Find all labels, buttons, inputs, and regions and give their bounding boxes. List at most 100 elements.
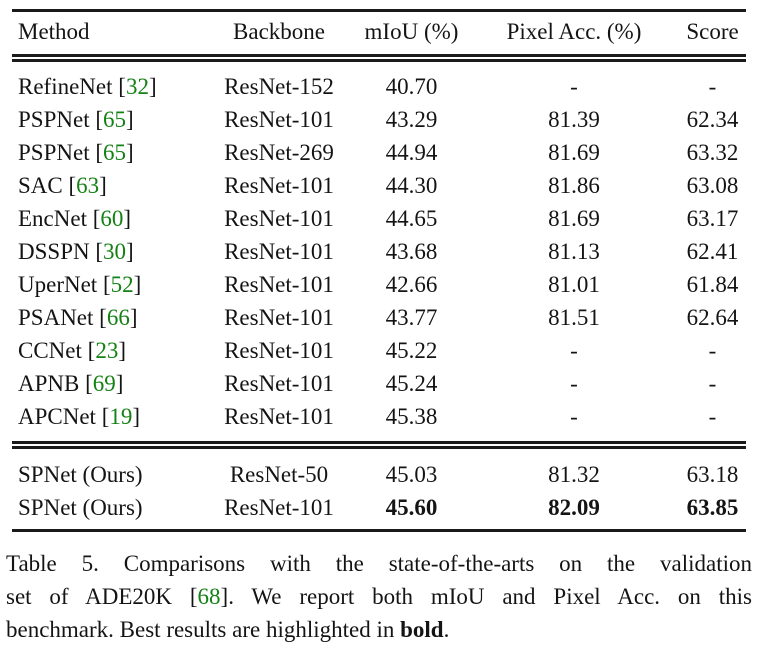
- pixel-acc-cell: 81.51: [548, 305, 600, 330]
- method-name: CCNet: [18, 338, 88, 363]
- score-cell: 61.84: [686, 272, 739, 297]
- caption-bold-word: bold: [400, 617, 444, 642]
- caption-text: set of ADE20K [: [6, 584, 198, 609]
- miou-cell: 44.30: [385, 173, 438, 198]
- table-row: DSSPN [30] ResNet-101 43.68 81.13 62.41: [12, 235, 746, 268]
- backbone-cell: ResNet-101: [224, 338, 334, 363]
- method-cell: PSANet [66]: [12, 301, 204, 334]
- bracket: ]: [129, 305, 138, 330]
- method-name: DSSPN: [18, 239, 96, 264]
- table-row: PSANet [66] ResNet-101 43.77 81.51 62.64: [12, 301, 746, 334]
- table-caption: Table 5. Comparisons with the state-of-t…: [6, 547, 752, 646]
- citation-link[interactable]: 68: [197, 584, 221, 609]
- table-row: APCNet [19] ResNet-101 45.38 - -: [12, 400, 746, 449]
- citation-link[interactable]: 30: [103, 239, 127, 264]
- pixel-acc-cell: 81.32: [548, 462, 600, 487]
- citation-link[interactable]: 23: [95, 338, 119, 363]
- score-cell: -: [679, 400, 746, 449]
- bracket: ]: [126, 107, 134, 132]
- bracket: [: [68, 173, 77, 198]
- pixel-acc-cell: 81.01: [548, 272, 600, 297]
- miou-cell: 43.68: [385, 239, 438, 264]
- score-cell: -: [708, 338, 717, 363]
- score-cell: 63.32: [686, 140, 739, 165]
- citation-link[interactable]: 60: [100, 206, 124, 231]
- method-cell: SAC [63]: [12, 169, 204, 202]
- citation-link[interactable]: 32: [125, 74, 149, 99]
- method-name: UperNet: [18, 272, 103, 297]
- bracket: [: [102, 272, 111, 297]
- bracket: ]: [132, 404, 141, 429]
- miou-cell: 43.29: [385, 107, 438, 132]
- col-header-score: Score: [679, 10, 746, 62]
- method-cell: SPNet (Ours): [12, 491, 204, 531]
- score-cell: 63.18: [686, 462, 739, 487]
- bracket: [: [92, 206, 101, 231]
- bracket: [: [95, 140, 104, 165]
- caption-text: benchmark. Best results are highlighted …: [6, 617, 401, 642]
- caption-text: Table 5. Comparisons with the state-of-t…: [6, 551, 752, 576]
- citation-link[interactable]: 66: [106, 305, 130, 330]
- pixel-acc-cell: -: [570, 74, 578, 99]
- method-name: RefineNet: [18, 74, 119, 99]
- miou-cell: 45.03: [385, 462, 438, 487]
- score-cell: 63.08: [686, 173, 739, 198]
- citation-link[interactable]: 65: [103, 107, 127, 132]
- table-row: UperNet [52] ResNet-101 42.66 81.01 61.8…: [12, 268, 746, 301]
- table-row-ours: SPNet (Ours) ResNet-50 45.03 81.32 63.18: [12, 445, 746, 491]
- backbone-cell: ResNet-101: [224, 305, 334, 330]
- method-name: APNB: [18, 371, 86, 396]
- bracket: [: [95, 107, 104, 132]
- backbone-cell: ResNet-101: [224, 107, 334, 132]
- bracket: ]: [115, 371, 124, 396]
- citation-link[interactable]: 65: [103, 140, 127, 165]
- method-cell: PSPNet [65]: [12, 103, 204, 136]
- caption-line-1: Table 5. Comparisons with the state-of-t…: [6, 547, 752, 580]
- caption-line-2: set of ADE20K [68]. We report both mIoU …: [6, 580, 752, 613]
- pixel-acc-cell: 82.09: [548, 495, 600, 520]
- caption-text: .: [443, 617, 450, 642]
- score-cell: 62.41: [686, 239, 739, 264]
- table-row: APNB [69] ResNet-101 45.24 - -: [12, 367, 746, 400]
- table-row-ours-best: SPNet (Ours) ResNet-101 45.60 82.09 63.8…: [12, 491, 746, 531]
- pixel-acc-cell: -: [570, 371, 578, 396]
- backbone-cell: ResNet-101: [224, 206, 334, 231]
- col-header-miou: mIoU (%): [354, 10, 469, 62]
- backbone-cell: ResNet-101: [224, 272, 334, 297]
- table-row: PSPNet [65] ResNet-101 43.29 81.39 62.34: [12, 103, 746, 136]
- method-cell: SPNet (Ours): [12, 445, 204, 491]
- pixel-acc-cell: -: [570, 338, 578, 363]
- method-name: SAC: [18, 173, 69, 198]
- backbone-cell: ResNet-101: [224, 173, 334, 198]
- caption-line-3: benchmark. Best results are highlighted …: [6, 613, 752, 646]
- backbone-cell: ResNet-101: [224, 495, 334, 520]
- bracket: [: [118, 74, 126, 99]
- col-header-method: Method: [12, 10, 204, 62]
- bracket: ]: [148, 74, 157, 99]
- miou-cell: 45.24: [385, 371, 438, 396]
- citation-link[interactable]: 69: [92, 371, 116, 396]
- method-name: APCNet: [18, 404, 102, 429]
- method-name: PSPNet: [18, 107, 96, 132]
- pixel-acc-cell: 81.86: [548, 173, 600, 198]
- miou-cell: 42.66: [385, 272, 438, 297]
- citation-link[interactable]: 52: [110, 272, 134, 297]
- method-name: SPNet (Ours): [18, 495, 143, 520]
- pixel-acc-cell: 81.69: [548, 140, 600, 165]
- method-cell: DSSPN [30]: [12, 235, 204, 268]
- score-cell: 63.17: [686, 206, 739, 231]
- backbone-cell: ResNet-50: [229, 462, 329, 487]
- citation-link[interactable]: 19: [109, 404, 133, 429]
- score-cell: 63.85: [686, 495, 739, 520]
- bracket: [: [87, 338, 96, 363]
- score-cell: 62.64: [686, 305, 739, 330]
- miou-cell: 40.70: [385, 74, 438, 99]
- paper-table-figure: Method Backbone mIoU (%) Pixel Acc. (%) …: [0, 9, 758, 672]
- results-table: Method Backbone mIoU (%) Pixel Acc. (%) …: [12, 9, 746, 532]
- method-cell: CCNet [23]: [12, 334, 204, 367]
- miou-cell: 44.94: [385, 140, 438, 165]
- table-row: PSPNet [65] ResNet-269 44.94 81.69 63.32: [12, 136, 746, 169]
- method-cell: APNB [69]: [12, 367, 204, 400]
- method-cell: RefineNet [32]: [12, 58, 204, 103]
- citation-link[interactable]: 63: [76, 173, 100, 198]
